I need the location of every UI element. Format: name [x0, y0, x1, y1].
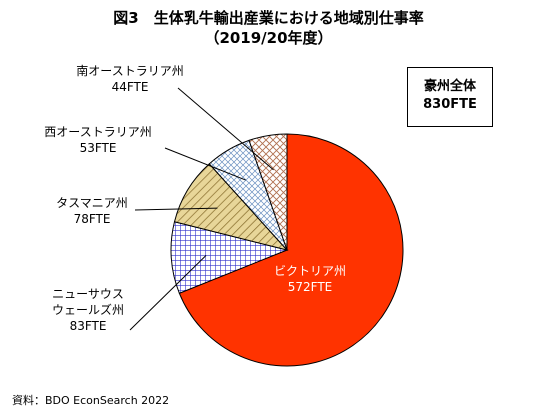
total-label: 豪州全体	[423, 79, 476, 94]
slice-name-label: ニューサウス	[52, 287, 124, 301]
slice-value-label: 572FTE	[288, 280, 333, 294]
slice-value-label: 44FTE	[112, 80, 149, 94]
source-note: 資料：BDO EconSearch 2022	[12, 394, 170, 407]
title-block: 図3 生体乳牛輸出産業における地域別仕事率 （2019/20年度）	[0, 8, 537, 48]
chart-title: 図3 生体乳牛輸出産業における地域別仕事率	[113, 9, 424, 27]
leader-line	[129, 255, 207, 331]
slice-value-label: 78FTE	[74, 212, 111, 226]
chart-subtitle: （2019/20年度）	[204, 29, 333, 47]
slice-value-label: 83FTE	[70, 319, 107, 333]
slice-name-label: タスマニア州	[56, 196, 128, 210]
slice-name-label: ウェールズ州	[52, 302, 124, 317]
slice-name-label: 西オーストラリア州	[44, 125, 151, 139]
slice-name-label: 南オーストラリア州	[76, 63, 183, 78]
pie-slice	[170, 221, 289, 294]
slice-name-label: ビクトリア州	[274, 264, 346, 278]
leader-line	[177, 87, 274, 171]
total-value: 830FTE	[423, 97, 477, 112]
pie-slice	[178, 133, 404, 367]
pie-slice	[248, 133, 288, 251]
total-box: 豪州全体 830FTE	[407, 67, 493, 127]
leader-line	[134, 207, 218, 211]
slice-value-label: 53FTE	[80, 141, 117, 155]
leader-line	[164, 147, 246, 181]
